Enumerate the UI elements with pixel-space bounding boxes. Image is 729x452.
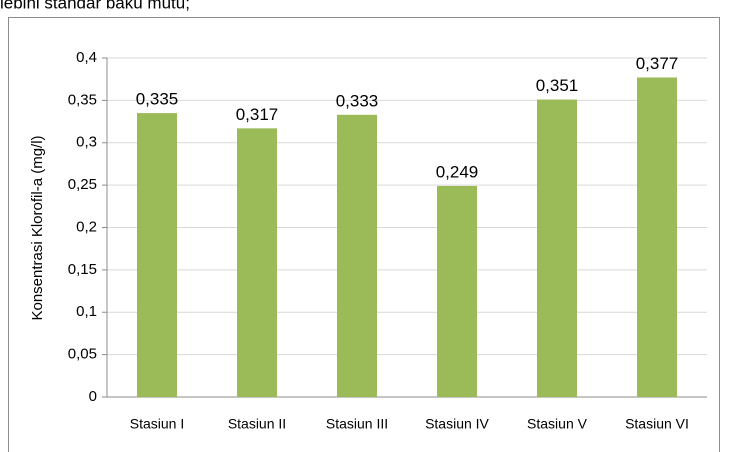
- value-label: 0,377: [636, 54, 679, 73]
- value-label: 0,351: [536, 76, 579, 95]
- y-tick-label: 0,25: [68, 176, 97, 193]
- bar: [137, 113, 177, 398]
- bar: [637, 77, 677, 398]
- x-tick-label: Stasiun V: [527, 416, 588, 432]
- bar: [237, 128, 277, 397]
- y-tick-label: 0,05: [68, 346, 97, 363]
- chart-border: [8, 17, 720, 452]
- value-label: 0,333: [336, 91, 379, 110]
- y-tick-label: 0: [89, 388, 97, 405]
- bar: [437, 185, 477, 397]
- value-label: 0,335: [136, 90, 179, 109]
- y-tick-label: 0,1: [76, 303, 97, 320]
- bar: [337, 114, 377, 397]
- x-tick-label: Stasiun VI: [625, 416, 689, 432]
- y-tick-label: 0,15: [68, 261, 97, 278]
- y-tick-label: 0,2: [76, 218, 97, 235]
- y-tick-label: 0,4: [76, 49, 97, 66]
- y-tick-label: 0,3: [76, 134, 97, 151]
- caption-text: lebihi standar baku mutu;: [0, 0, 190, 12]
- x-tick-label: Stasiun I: [130, 416, 184, 432]
- y-tick-label: 0,35: [68, 91, 97, 108]
- x-tick-label: Stasiun III: [326, 416, 388, 432]
- x-tick-label: Stasiun IV: [425, 416, 489, 432]
- bar: [537, 99, 577, 397]
- value-label: 0,317: [236, 105, 279, 124]
- x-tick-label: Stasiun II: [228, 416, 286, 432]
- y-axis-label: Konsentrasi Klorofil-a (mg/l): [29, 135, 46, 320]
- value-label: 0,249: [436, 162, 479, 181]
